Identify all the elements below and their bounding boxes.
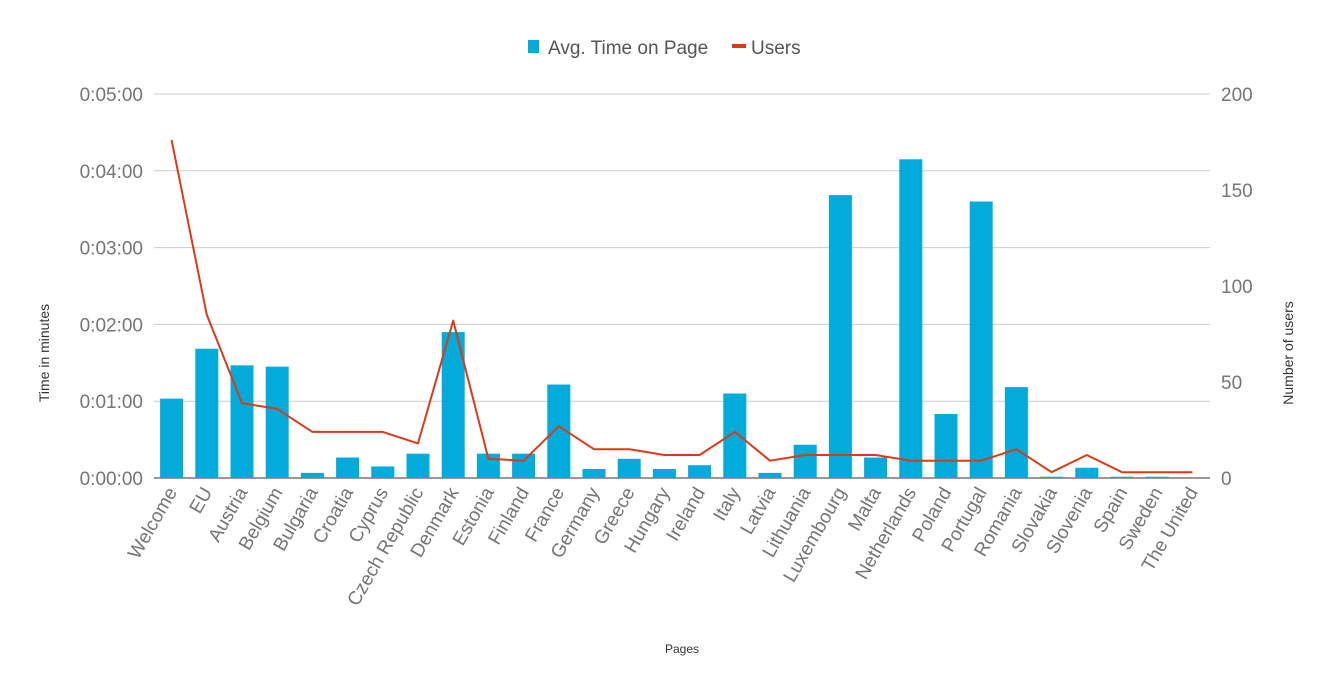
left-tick-label: 0:02:00 [80, 315, 143, 336]
left-tick-label: 0:00:00 [80, 469, 143, 490]
bar [793, 444, 817, 478]
left-tick-label: 0:05:00 [80, 85, 143, 106]
legend-line-label: Users [751, 38, 801, 59]
left-axis-title: Time in minutes [36, 304, 52, 402]
legend-line-swatch [732, 44, 746, 48]
bar [406, 453, 430, 478]
legend-bar-swatch [528, 40, 539, 53]
right-tick-label: 100 [1221, 277, 1253, 298]
category-axis-labels: Welcome EUAustriaBelgiumBulgariaCroatiaCy… [124, 484, 1202, 610]
category-label: EU [186, 484, 217, 517]
bar [195, 348, 219, 478]
bar [512, 453, 536, 478]
legend: Avg. Time on Page Users [528, 38, 801, 59]
bar [758, 472, 782, 478]
bar [617, 458, 641, 478]
right-tick-label: 0 [1221, 469, 1232, 490]
right-axis-title: Number of users [1280, 301, 1296, 404]
bar [265, 366, 289, 478]
bar [336, 457, 360, 478]
left-axis-ticks: 0:00:00 0:01:00 0:02:00 0:03:00 0:04:00 0:05:… [80, 85, 143, 490]
right-tick-label: 50 [1221, 373, 1242, 394]
line-series [170, 139, 1193, 474]
bar-series [160, 159, 1169, 478]
bar [828, 195, 852, 478]
left-tick-label: 0:03:00 [80, 239, 143, 260]
bar [899, 159, 923, 478]
bar [688, 465, 712, 478]
category-label: Italy [710, 484, 746, 525]
gridlines [154, 93, 1210, 479]
x-axis-title: Pages [665, 642, 699, 656]
bar [1040, 476, 1064, 478]
bar [300, 472, 324, 478]
bar [441, 332, 465, 478]
bar [547, 384, 571, 478]
bar [160, 398, 184, 478]
right-tick-label: 200 [1221, 85, 1253, 106]
bar [1110, 476, 1134, 478]
right-tick-label: 150 [1221, 181, 1253, 202]
bar [582, 469, 606, 478]
bar [1075, 467, 1099, 478]
bar [1004, 387, 1028, 478]
category-label: Welcome [124, 484, 182, 563]
left-tick-label: 0:01:00 [80, 392, 143, 413]
left-tick-label: 0:04:00 [80, 162, 143, 183]
bar [1145, 476, 1169, 478]
legend-bar-label: Avg. Time on Page [548, 38, 708, 59]
bar [230, 365, 254, 478]
bar [652, 469, 676, 478]
users-line [170, 139, 1193, 474]
bar [934, 414, 958, 478]
right-axis-ticks: 0 50 100 150 200 [1221, 85, 1253, 490]
bar [723, 393, 747, 478]
bar [371, 466, 395, 478]
bar [969, 201, 993, 478]
bar [864, 457, 888, 478]
